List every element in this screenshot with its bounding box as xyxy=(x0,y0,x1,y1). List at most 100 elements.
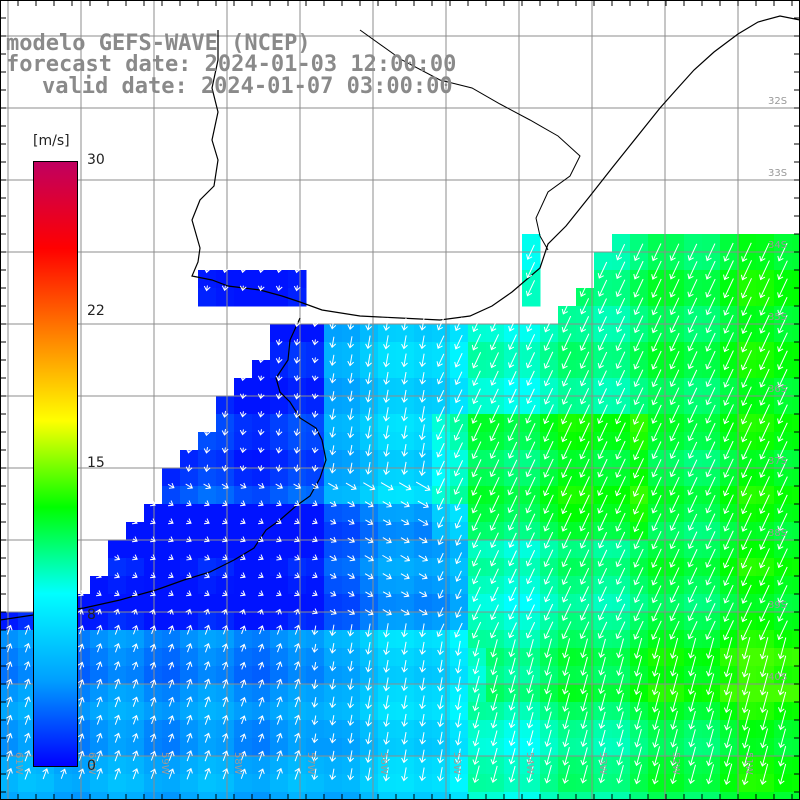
wind-arrow xyxy=(687,673,697,695)
wind-arrow-shape xyxy=(651,585,662,604)
wind-arrow-shape xyxy=(257,465,265,472)
wind-cell xyxy=(414,594,433,613)
wind-arrow-shape xyxy=(418,424,426,441)
wind-cell xyxy=(756,774,775,793)
wind-arrow xyxy=(168,733,175,743)
wind-arrow xyxy=(258,715,265,725)
wind-arrow xyxy=(507,459,518,477)
wind-arrow-shape xyxy=(275,608,282,615)
wind-cell xyxy=(594,756,613,775)
wind-cell xyxy=(198,792,217,800)
wind-arrow-shape xyxy=(526,765,534,784)
wind-arrow-shape xyxy=(419,695,426,710)
wind-arrow-shape xyxy=(167,572,174,579)
wind-arrow-shape xyxy=(616,764,624,784)
wind-cell xyxy=(396,720,415,739)
wind-arrow-shape xyxy=(329,572,337,579)
wind-arrow xyxy=(419,623,426,638)
wind-cell xyxy=(432,396,451,415)
wind-arrow xyxy=(507,495,518,514)
wind-cell xyxy=(648,594,667,613)
wind-arrow-shape xyxy=(759,637,769,660)
wind-cell xyxy=(414,396,433,415)
wind-cell xyxy=(594,720,613,739)
wind-cell xyxy=(612,648,631,667)
wind-cell xyxy=(18,774,37,793)
wind-arrow-shape xyxy=(669,548,680,568)
wind-arrow-shape xyxy=(669,459,680,478)
wind-arrow xyxy=(688,746,696,766)
wind-arrow xyxy=(669,404,680,424)
wind-arrow xyxy=(688,656,697,677)
wind-arrow-shape xyxy=(507,550,517,567)
wind-cell xyxy=(144,738,163,757)
wind-cell xyxy=(702,306,721,325)
coastline xyxy=(191,15,800,321)
wind-cell xyxy=(108,774,127,793)
wind-arrow xyxy=(454,352,463,368)
wind-arrow xyxy=(114,642,121,653)
wind-arrow-shape xyxy=(688,638,697,659)
wind-arrow-shape xyxy=(472,658,480,675)
wind-arrow-shape xyxy=(471,441,482,460)
wind-cell xyxy=(342,468,361,487)
wind-arrow xyxy=(562,729,570,748)
wind-cell xyxy=(666,378,685,397)
wind-arrow-shape xyxy=(759,512,770,532)
wind-cell xyxy=(216,756,235,775)
wind-cell xyxy=(396,774,415,793)
wind-arrow xyxy=(275,447,283,454)
wind-arrow xyxy=(741,296,752,316)
wind-cell xyxy=(36,774,55,793)
wind-arrow-shape xyxy=(706,746,715,767)
wind-cell xyxy=(594,684,613,703)
wind-arrow xyxy=(293,375,301,382)
wind-arrow-shape xyxy=(651,620,662,640)
wind-cell xyxy=(162,468,181,487)
wind-cell xyxy=(522,720,541,739)
wind-arrow xyxy=(742,728,751,749)
wind-arrow xyxy=(561,621,572,640)
wind-cell xyxy=(342,612,361,631)
wind-arrow-shape xyxy=(740,260,752,281)
wind-cell xyxy=(558,666,577,685)
wind-cell xyxy=(324,774,343,793)
wind-arrow-shape xyxy=(329,426,337,438)
wind-cell xyxy=(306,450,325,469)
wind-arrow xyxy=(670,764,679,785)
wind-arrow-shape xyxy=(347,750,355,763)
wind-cell xyxy=(234,486,253,505)
wind-arrow-shape xyxy=(598,693,606,712)
wind-arrow-shape xyxy=(311,572,318,579)
wind-arrow-shape xyxy=(615,621,626,640)
wind-arrow xyxy=(778,728,786,749)
wind-arrow-shape xyxy=(167,536,174,543)
wind-cell xyxy=(234,468,253,487)
wind-arrow-shape xyxy=(6,767,13,780)
wind-arrow xyxy=(525,549,536,567)
wind-cell xyxy=(216,594,235,613)
wind-arrow-shape xyxy=(507,405,518,424)
wind-arrow-shape xyxy=(419,353,426,368)
wind-arrow xyxy=(436,623,445,638)
wind-arrow xyxy=(204,696,211,708)
wind-arrow-shape xyxy=(276,554,283,561)
wind-arrow xyxy=(168,750,175,761)
wind-cell xyxy=(720,576,739,595)
wind-arrow xyxy=(276,767,283,780)
wind-cell xyxy=(774,738,793,757)
wind-arrow xyxy=(401,732,408,745)
wind-arrow-shape xyxy=(436,460,445,476)
wind-arrow xyxy=(293,483,302,490)
wind-cell xyxy=(504,666,523,685)
wind-arrow xyxy=(634,746,642,767)
wind-cell xyxy=(414,414,433,433)
wind-arrow-shape xyxy=(78,679,85,689)
wind-arrow-shape xyxy=(257,357,265,364)
wind-arrow xyxy=(365,444,372,457)
wind-arrow-shape xyxy=(239,572,246,579)
wind-cell xyxy=(756,306,775,325)
wind-arrow-shape xyxy=(489,550,500,567)
wind-arrow-shape xyxy=(759,314,770,334)
wind-arrow-shape xyxy=(78,696,85,707)
